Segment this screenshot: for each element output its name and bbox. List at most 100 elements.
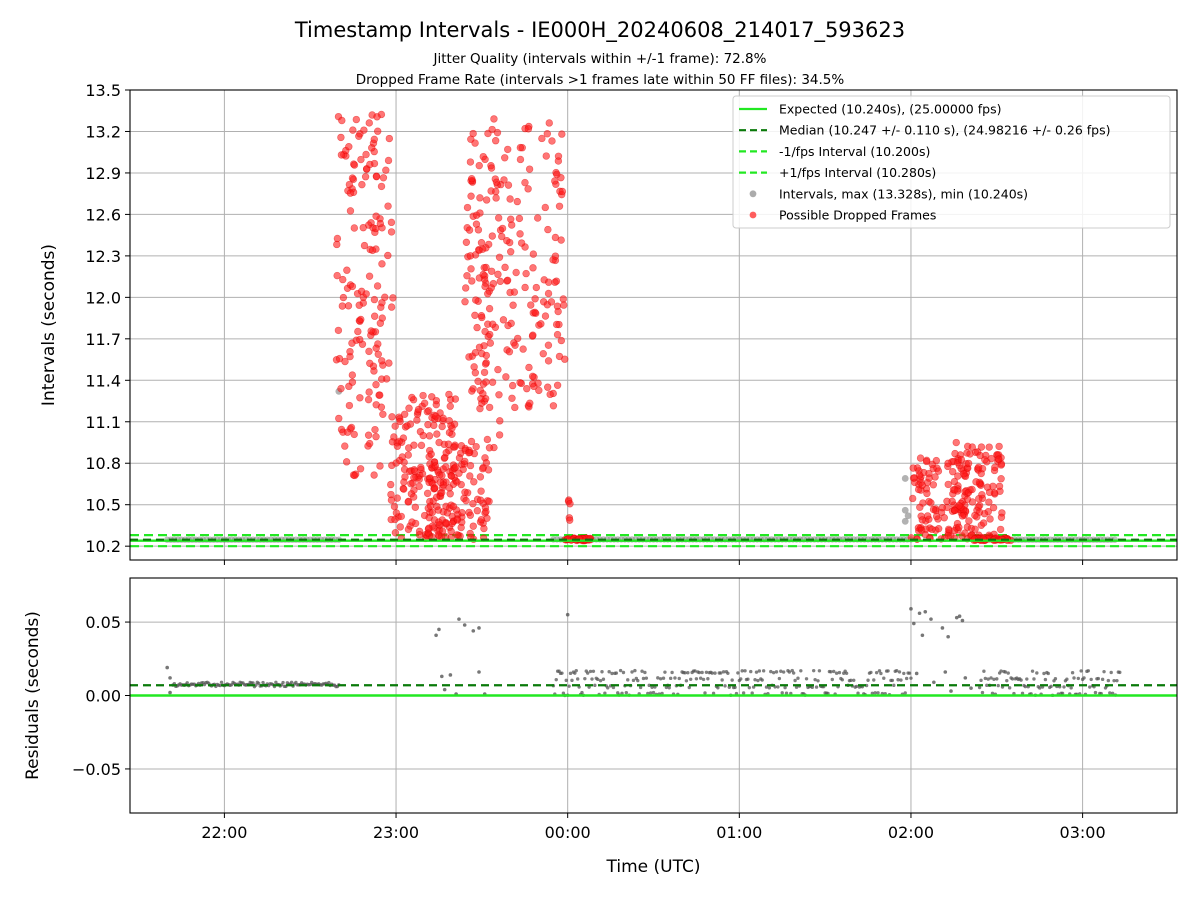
dropped-frame-point	[360, 241, 369, 250]
residual-point	[713, 671, 717, 675]
residual-point	[586, 671, 590, 675]
residual-point	[720, 678, 724, 682]
residual-point	[753, 678, 757, 682]
dropped-frame-point	[476, 496, 485, 504]
dropped-frame-point	[474, 226, 483, 234]
legend-label: Possible Dropped Frames	[779, 208, 936, 223]
dropped-frame-point	[492, 178, 501, 186]
dropped-frame-point	[561, 355, 569, 363]
residual-point	[780, 691, 784, 695]
residual-point	[757, 669, 762, 673]
dropped-frame-point	[987, 454, 996, 463]
dropped-frame-point	[413, 416, 421, 424]
dropped-frame-point	[944, 531, 952, 540]
dropped-frame-point	[997, 461, 1005, 469]
dropped-frame-point	[512, 268, 520, 277]
dropped-frame-point	[435, 438, 443, 447]
residual-point	[920, 633, 925, 638]
residual-point	[985, 683, 989, 688]
residual-point	[899, 678, 903, 682]
residual-point	[886, 669, 890, 673]
residual-point	[289, 680, 294, 684]
residual-point	[1006, 671, 1010, 675]
dropped-frame-point	[432, 412, 440, 420]
dropped-frame-point	[337, 151, 346, 159]
dropped-frame-point	[535, 386, 543, 395]
dropped-frame-point	[923, 489, 931, 498]
dropped-frame-point	[524, 185, 532, 193]
dropped-frame-point	[951, 486, 959, 494]
residual-point	[796, 676, 800, 680]
dropped-frame-point	[508, 381, 517, 390]
residual-point	[254, 683, 258, 687]
residual-point	[610, 671, 614, 676]
residual-point	[593, 683, 597, 688]
dropped-frame-point	[485, 444, 494, 452]
dropped-frame-point	[951, 506, 959, 515]
dropped-frame-point	[390, 433, 398, 441]
residual-point	[784, 691, 789, 695]
residual-point	[607, 670, 611, 674]
residual-point	[457, 617, 461, 621]
dropped-frame-point	[488, 378, 497, 386]
dropped-frame-point	[489, 320, 497, 328]
dropped-frame-point	[372, 344, 380, 352]
residual-point	[1065, 677, 1069, 681]
residual-point	[643, 670, 647, 675]
residual-point	[1089, 677, 1093, 682]
dropped-frame-point	[431, 462, 440, 470]
x-tick-label: 22:00	[201, 823, 247, 842]
dropped-frame-point	[977, 443, 986, 451]
residual-point	[793, 678, 797, 683]
dropped-frame-point	[415, 531, 424, 539]
residual-point	[876, 691, 880, 695]
dropped-frame-point	[499, 316, 508, 324]
residual-point	[641, 676, 646, 681]
residual-point	[614, 671, 619, 675]
dropped-frame-point	[469, 129, 477, 138]
residual-point	[754, 670, 759, 674]
residual-point	[1118, 670, 1122, 675]
dropped-frame-point	[934, 524, 943, 533]
figure-subtitle-dropped: Dropped Frame Rate (intervals >1 frames …	[356, 72, 845, 88]
dropped-frame-point	[948, 497, 956, 506]
dropped-frame-point	[495, 431, 504, 439]
dropped-frame-point	[438, 488, 446, 497]
dropped-frame-point	[524, 125, 533, 133]
residual-point	[668, 676, 673, 681]
dropped-frame-point	[425, 432, 434, 440]
dropped-frame-point	[557, 236, 565, 244]
residual-point	[874, 670, 879, 675]
residual-point	[448, 673, 453, 677]
residual-point	[856, 691, 860, 695]
legend-label: Intervals, max (13.328s), min (10.240s)	[779, 186, 1028, 201]
dropped-frame-point	[968, 443, 977, 451]
dropped-frame-point	[916, 503, 924, 511]
residual-point	[573, 671, 577, 675]
residual-point	[704, 670, 709, 674]
dropped-frame-point	[495, 391, 503, 399]
dropped-frame-point	[971, 511, 979, 520]
dropped-frame-point	[503, 276, 512, 284]
dropped-frame-point	[352, 115, 361, 124]
residual-point	[644, 676, 649, 680]
residual-point	[185, 681, 189, 685]
dropped-frame-point	[335, 354, 344, 363]
residual-point	[261, 680, 265, 685]
residual-point	[670, 670, 674, 675]
residuals-plot-data	[130, 607, 1177, 698]
dropped-frame-point	[529, 331, 537, 339]
dropped-frame-point	[370, 367, 378, 375]
dropped-frame-point	[473, 507, 482, 515]
dropped-frame-point	[466, 511, 475, 519]
dropped-frame-point	[404, 525, 413, 534]
dropped-frame-point	[502, 373, 510, 381]
residual-point	[739, 677, 743, 681]
dropped-frame-point	[362, 290, 370, 298]
residual-point	[982, 669, 986, 673]
residual-point	[1082, 676, 1086, 680]
residual-point	[1096, 676, 1101, 681]
dropped-frame-point	[500, 176, 508, 184]
dropped-frame-point	[482, 378, 490, 386]
residual-point	[923, 609, 928, 614]
